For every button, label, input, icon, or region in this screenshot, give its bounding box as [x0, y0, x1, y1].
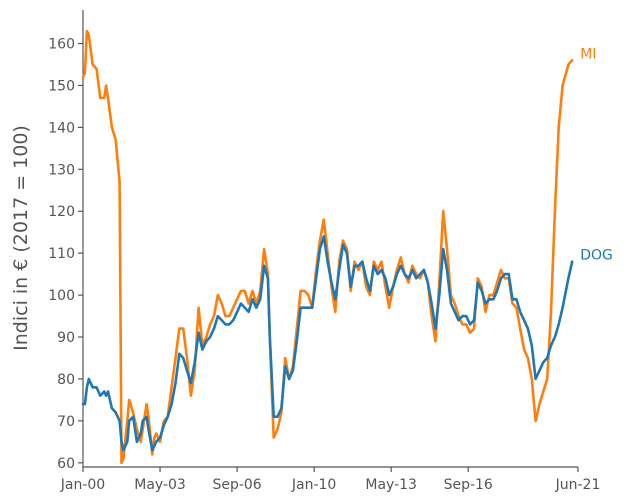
series-label-dog: DOG [580, 248, 613, 264]
axes [82, 10, 578, 468]
y-tick-label: 140 [48, 120, 75, 136]
y-tick-label: 160 [48, 37, 75, 53]
y-tick-label: 70 [57, 414, 75, 430]
y-tick-label: 110 [48, 246, 75, 262]
y-tick-label: 150 [48, 78, 75, 94]
y-tick-label: 80 [57, 372, 75, 388]
x-tick-label: Sep-16 [444, 477, 493, 493]
x-tick-label: Jan-10 [291, 477, 336, 493]
x-tick-label: May-03 [134, 477, 186, 493]
series-line-dog [81, 235, 574, 452]
series-layer [81, 29, 574, 465]
y-axis-title: Indici in € (2017 = 100) [10, 125, 32, 351]
series-label-mi: MI [580, 46, 596, 62]
series-line-mi [81, 29, 574, 465]
y-tick-label: 100 [48, 288, 75, 304]
axis-ticks: 60 70 80 90 100 110 120 130 140 150 160 Jan-00 May-0… [48, 37, 600, 493]
x-tick-label: Jan-00 [60, 477, 105, 493]
x-tick-label: Sep-06 [212, 477, 261, 493]
series-labels: MI DOG [580, 46, 613, 263]
x-tick-label: May-13 [365, 477, 417, 493]
y-tick-label: 130 [48, 162, 75, 178]
x-tick-label: Jun-21 [555, 477, 601, 493]
y-tick-label: 90 [57, 330, 75, 346]
y-tick-label: 120 [48, 204, 75, 220]
y-tick-label: 60 [57, 456, 75, 472]
